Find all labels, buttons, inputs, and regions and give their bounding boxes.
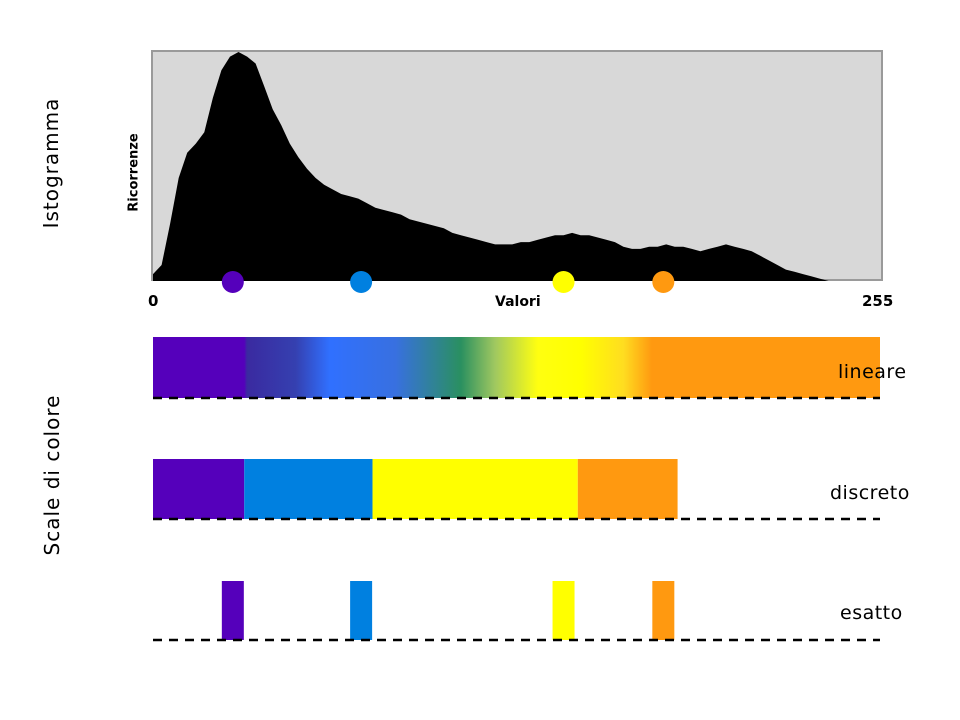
x-axis-label: Valori (495, 294, 541, 310)
exact-bar-3 (552, 581, 575, 640)
value-marker-2 (350, 271, 373, 293)
x-tick-max: 255 (862, 292, 894, 310)
linear-scale-bar (153, 337, 880, 398)
exact-bar-1 (221, 581, 244, 640)
discrete-scale-label: discreto (830, 482, 910, 504)
exact-scale-label: esatto (840, 602, 903, 624)
discrete-segment-3 (372, 459, 578, 519)
discrete-segment-1 (153, 459, 245, 519)
value-marker-3 (552, 271, 575, 293)
value-marker-1 (221, 271, 244, 293)
linear-scale-label: lineare (838, 361, 907, 383)
discrete-segment-4 (577, 459, 678, 519)
discrete-segment-2 (244, 459, 373, 519)
value-marker-4 (652, 271, 675, 293)
x-tick-min: 0 (148, 292, 159, 310)
exact-bar-2 (350, 581, 373, 640)
exact-bar-4 (652, 581, 675, 640)
histogram-area (153, 52, 880, 281)
